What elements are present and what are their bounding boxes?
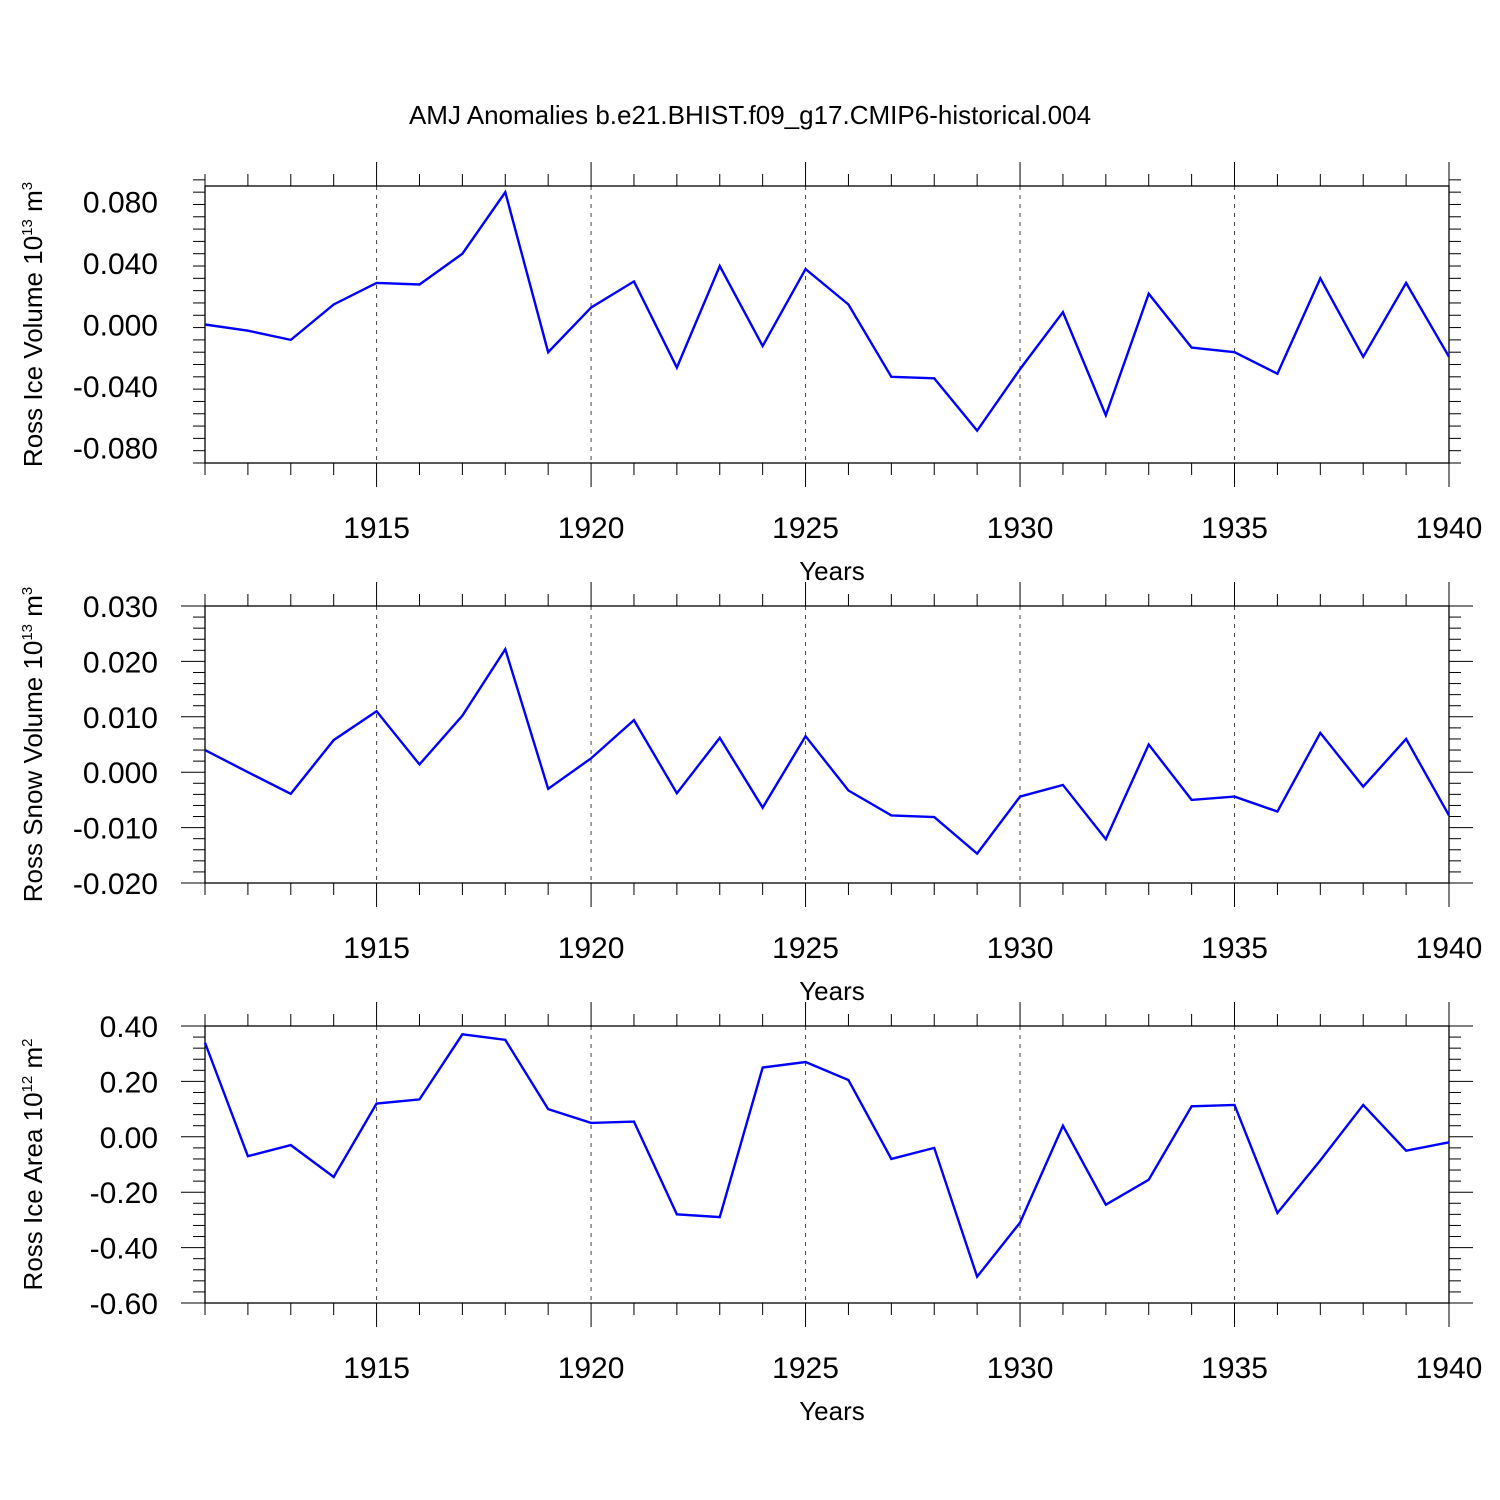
y-tick-label: -0.040 (73, 371, 158, 404)
chart-panels: 1915 1920 1925 1930 1935 1940 0.080 0.040 0.000 -… (18, 162, 1482, 1426)
y-axis-label-exp: 13 (19, 219, 36, 236)
y-axis-label-unit-exp: 3 (19, 182, 36, 190)
y-tick-label: -0.080 (73, 433, 158, 466)
plot-frame (204, 1025, 1450, 1304)
y-axis-label: Ross Snow Volume 1013 m3 (18, 587, 48, 903)
x-tick-label: 1920 (558, 1352, 625, 1385)
y-axis-label-unit: m (18, 595, 48, 624)
x-tick-label: 1915 (343, 932, 410, 965)
y-axis-label-exp: 13 (19, 624, 36, 641)
x-tick-label: 1915 (343, 512, 410, 545)
y-tick-label: -0.20 (90, 1177, 158, 1210)
y-axis-label-unit: m (18, 1047, 48, 1076)
chart-title: AMJ Anomalies b.e21.BHIST.f09_g17.CMIP6-… (409, 100, 1091, 130)
y-axis-label-text: Ross Snow Volume 10 (18, 641, 48, 903)
y-tick-label: -0.40 (90, 1233, 158, 1266)
x-tick-label: 1930 (987, 932, 1054, 965)
y-axis-label-unit-exp: 2 (19, 1039, 36, 1047)
series-line (204, 646, 1451, 856)
plot-frame (204, 605, 1450, 884)
x-tick-label: 1925 (772, 512, 839, 545)
series-line (203, 1033, 1450, 1280)
series-line (204, 189, 1451, 433)
x-tick-label: 1940 (1416, 932, 1483, 965)
y-tick-label: 0.010 (83, 702, 158, 735)
x-tick-label: 1930 (987, 1352, 1054, 1385)
x-tick-label: 1935 (1201, 512, 1268, 545)
x-tick-label: 1930 (987, 512, 1054, 545)
y-tick-label: 0.40 (100, 1011, 158, 1044)
y-tick-label: -0.010 (73, 813, 158, 846)
x-tick-label: 1920 (558, 932, 625, 965)
y-axis-label-text: Ross Ice Volume 10 (18, 236, 48, 467)
y-tick-label: -0.60 (90, 1288, 158, 1321)
y-tick-label: -0.020 (73, 868, 158, 901)
x-tick-label: 1920 (558, 512, 625, 545)
x-tick-label: 1915 (343, 1352, 410, 1385)
y-axis-label: Ross Ice Area 1012 m2 (18, 1039, 48, 1291)
y-tick-label: 0.080 (83, 186, 158, 219)
y-axis-label-text: Ross Ice Area 10 (18, 1092, 48, 1290)
x-tick-label: 1925 (772, 932, 839, 965)
y-tick-label: 0.00 (100, 1122, 158, 1155)
y-axis-label-unit-exp: 3 (19, 587, 36, 595)
panel-1: 1915 1920 1925 1930 1935 1940 0.080 0.040 0.000 -… (18, 162, 1482, 586)
y-tick-label: 0.20 (100, 1066, 158, 1099)
x-axis-label: Years (799, 556, 865, 586)
x-axis-label: Years (799, 1396, 865, 1426)
y-tick-label: 0.020 (83, 646, 158, 679)
y-axis-label-exp: 12 (19, 1076, 36, 1093)
panel-3: 1915 1920 1925 1930 1935 1940 0.40 0.20 0.00 -0.2… (18, 1002, 1482, 1426)
y-tick-label: 0.000 (83, 757, 158, 790)
x-tick-label: 1935 (1201, 1352, 1268, 1385)
y-axis-label-unit: m (18, 190, 48, 219)
y-tick-label: 0.040 (83, 248, 158, 281)
panel-2: 1915 1920 1925 1930 1935 1940 0.030 0.020 0.010 0… (18, 582, 1482, 1006)
x-tick-label: 1925 (772, 1352, 839, 1385)
x-tick-label: 1940 (1416, 512, 1483, 545)
x-axis-label: Years (799, 976, 865, 1006)
y-tick-label: 0.000 (83, 310, 158, 343)
x-tick-label: 1935 (1201, 932, 1268, 965)
y-axis-label: Ross Ice Volume 1013 m3 (18, 182, 48, 467)
plot-frame (204, 185, 1450, 464)
x-tick-label: 1940 (1416, 1352, 1483, 1385)
y-tick-label: 0.030 (83, 591, 158, 624)
